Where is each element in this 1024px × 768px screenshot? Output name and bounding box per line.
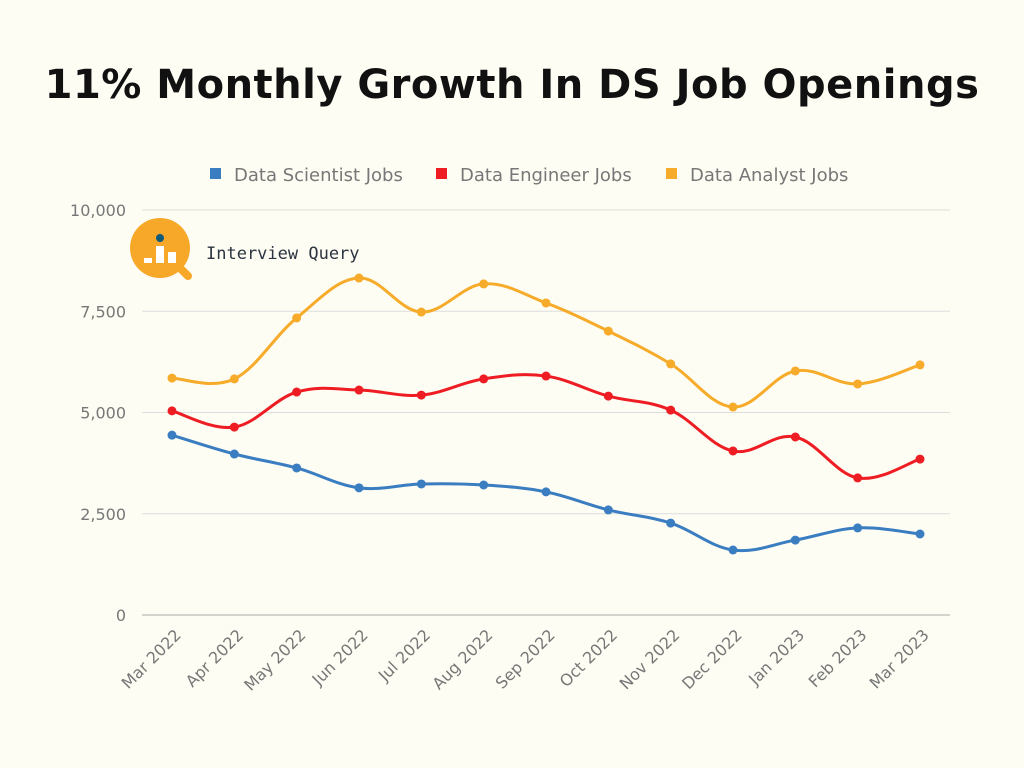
data-point xyxy=(728,446,738,456)
y-tick-label: 5,000 xyxy=(80,404,126,423)
data-point xyxy=(416,479,426,489)
data-point xyxy=(790,432,800,442)
y-axis: 0 2,500 5,000 7,500 10,000 xyxy=(70,201,126,625)
logo-text: Interview Query xyxy=(206,244,360,264)
data-point xyxy=(167,406,177,416)
data-point xyxy=(479,374,489,384)
legend-label: Data Engineer Jobs xyxy=(460,165,632,186)
y-tick-label: 7,500 xyxy=(80,302,126,321)
data-point xyxy=(666,405,676,415)
chart-title: 11% Monthly Growth In DS Job Openings xyxy=(44,62,980,108)
legend-swatch xyxy=(436,168,447,179)
data-point xyxy=(479,480,489,490)
x-tick-label: May 2022 xyxy=(240,625,309,694)
x-tick-label: Mar 2022 xyxy=(118,625,185,692)
grid xyxy=(142,209,950,616)
x-tick-label: Dec 2022 xyxy=(678,625,746,693)
x-tick-label: Oct 2022 xyxy=(556,625,621,690)
x-tick-label: Aug 2022 xyxy=(429,625,497,693)
data-point xyxy=(853,523,863,533)
x-tick-label: Jul 2022 xyxy=(374,625,434,685)
data-point xyxy=(915,529,925,539)
data-point xyxy=(167,373,177,383)
data-point xyxy=(167,430,177,440)
data-point xyxy=(541,298,551,308)
data-point xyxy=(790,535,800,545)
data-point xyxy=(229,422,239,432)
series-line xyxy=(171,276,921,409)
data-point xyxy=(354,273,364,283)
data-point xyxy=(354,385,364,395)
x-tick-label: Apr 2022 xyxy=(182,625,247,690)
data-point xyxy=(666,359,676,369)
y-tick-label: 0 xyxy=(116,606,126,625)
data-point xyxy=(229,449,239,459)
data-point xyxy=(728,545,738,555)
legend-label: Data Scientist Jobs xyxy=(234,165,403,186)
data-point xyxy=(416,307,426,317)
data-point xyxy=(603,391,613,401)
data-point xyxy=(229,374,239,384)
data-point xyxy=(603,505,613,515)
data-point xyxy=(728,402,738,412)
series-lines xyxy=(167,273,925,555)
series-line xyxy=(171,373,921,480)
x-tick-label: Jun 2022 xyxy=(308,625,372,689)
x-tick-label: Mar 2023 xyxy=(866,625,933,692)
data-point xyxy=(915,360,925,370)
data-point xyxy=(790,366,800,376)
x-tick-label: Sep 2022 xyxy=(492,625,559,692)
data-point xyxy=(416,390,426,400)
data-point xyxy=(292,313,302,323)
data-point xyxy=(853,379,863,389)
data-point xyxy=(292,387,302,397)
data-point xyxy=(479,279,489,289)
data-point xyxy=(666,518,676,528)
x-tick-label: Nov 2022 xyxy=(616,625,684,693)
x-tick-label: Feb 2023 xyxy=(805,625,871,691)
data-point xyxy=(541,487,551,497)
y-tick-label: 2,500 xyxy=(80,505,126,524)
legend: Data Scientist Jobs Data Engineer Jobs Dat… xyxy=(210,165,848,186)
data-point xyxy=(853,473,863,483)
data-point xyxy=(915,454,925,464)
legend-label: Data Analyst Jobs xyxy=(690,165,848,186)
x-tick-label: Jan 2023 xyxy=(744,625,808,689)
interview-query-logo: Interview Query xyxy=(130,218,360,280)
data-point xyxy=(354,483,364,493)
data-point xyxy=(541,371,551,381)
legend-swatch xyxy=(210,168,221,179)
data-point xyxy=(603,326,613,336)
data-point xyxy=(292,463,302,473)
legend-swatch xyxy=(666,168,677,179)
y-tick-label: 10,000 xyxy=(70,201,126,220)
